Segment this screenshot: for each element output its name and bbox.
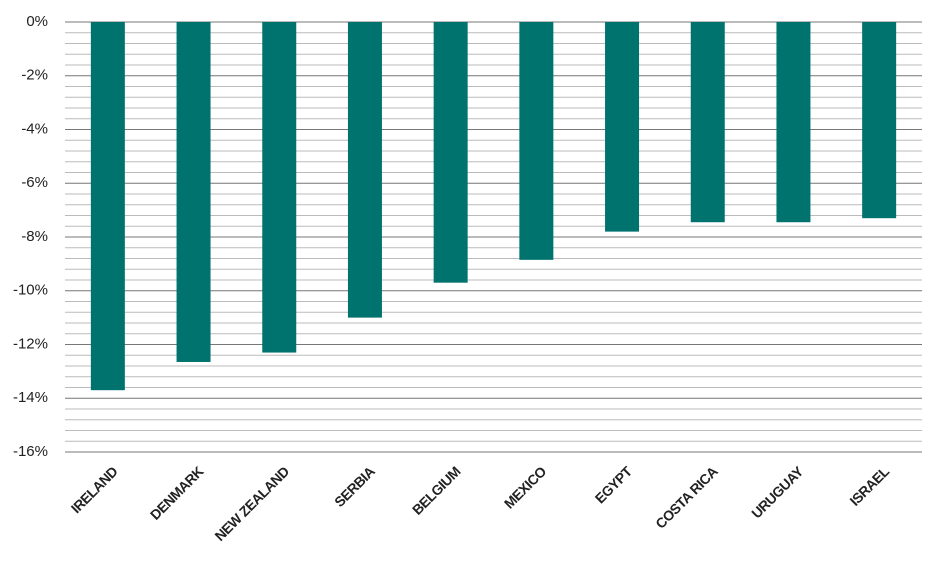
bar <box>862 22 897 219</box>
x-tick-label: SERBIA <box>331 463 378 510</box>
bar <box>776 22 811 223</box>
bar <box>262 22 297 353</box>
x-tick-label: MEXICO <box>501 463 550 512</box>
bar <box>176 22 211 362</box>
bar <box>347 22 382 318</box>
y-tick-label: -10% <box>13 282 48 299</box>
x-tick-label: BELGIUM <box>409 463 463 517</box>
bar <box>690 22 725 223</box>
y-tick-label: -8% <box>21 228 48 245</box>
x-tick-label: IRELAND <box>68 463 121 516</box>
bar <box>605 22 640 232</box>
y-tick-label: -14% <box>13 389 48 406</box>
x-tick-label: NEW ZEALAND <box>211 463 292 544</box>
y-tick-label: -12% <box>13 335 48 352</box>
x-tick-label: COSTA RICA <box>652 463 721 532</box>
y-tick-label: -6% <box>21 174 48 191</box>
y-tick-label: -2% <box>21 67 48 84</box>
x-tick-label: EGYPT <box>592 463 636 507</box>
x-tick-label: DENMARK <box>147 463 207 523</box>
bar <box>433 22 468 283</box>
y-tick-label: 0% <box>26 13 48 30</box>
bar <box>519 22 554 260</box>
bar <box>90 22 125 391</box>
x-tick-label: ISRAEL <box>846 463 892 509</box>
x-tick-label: URUGUAY <box>748 463 807 522</box>
y-tick-label: -16% <box>13 443 48 460</box>
y-tick-label: -4% <box>21 120 48 137</box>
